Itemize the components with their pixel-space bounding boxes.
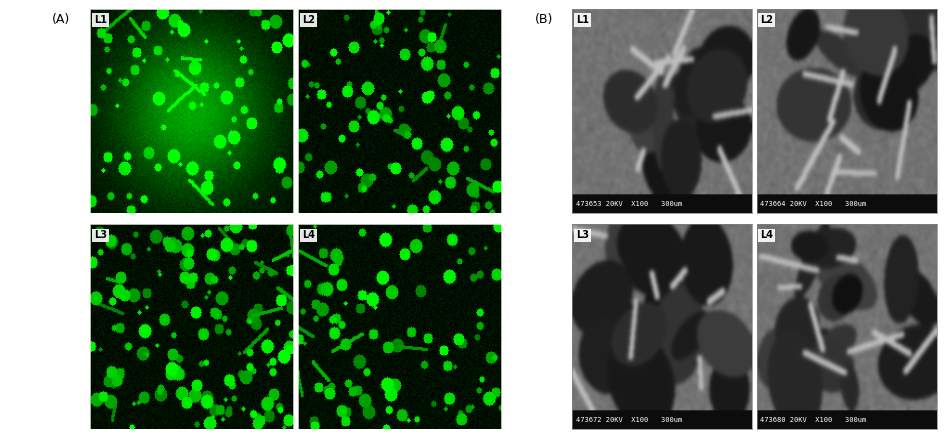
Text: 473672 20KV  X100   300um: 473672 20KV X100 300um	[576, 417, 682, 423]
Text: (A): (A)	[52, 13, 70, 26]
Text: L4: L4	[761, 230, 774, 240]
Text: L3: L3	[576, 230, 589, 240]
Text: L1: L1	[94, 15, 107, 25]
Text: L2: L2	[761, 15, 774, 25]
Text: 473664 20KV  X100   300um: 473664 20KV X100 300um	[761, 201, 867, 207]
Text: 473680 20KV  X100   300um: 473680 20KV X100 300um	[761, 417, 867, 423]
Text: L1: L1	[576, 15, 589, 25]
Text: L4: L4	[302, 230, 315, 240]
Text: L2: L2	[302, 15, 315, 25]
Text: L3: L3	[94, 230, 107, 240]
Text: (B): (B)	[534, 13, 552, 26]
Text: 473653 20KV  X100   300um: 473653 20KV X100 300um	[576, 201, 682, 207]
